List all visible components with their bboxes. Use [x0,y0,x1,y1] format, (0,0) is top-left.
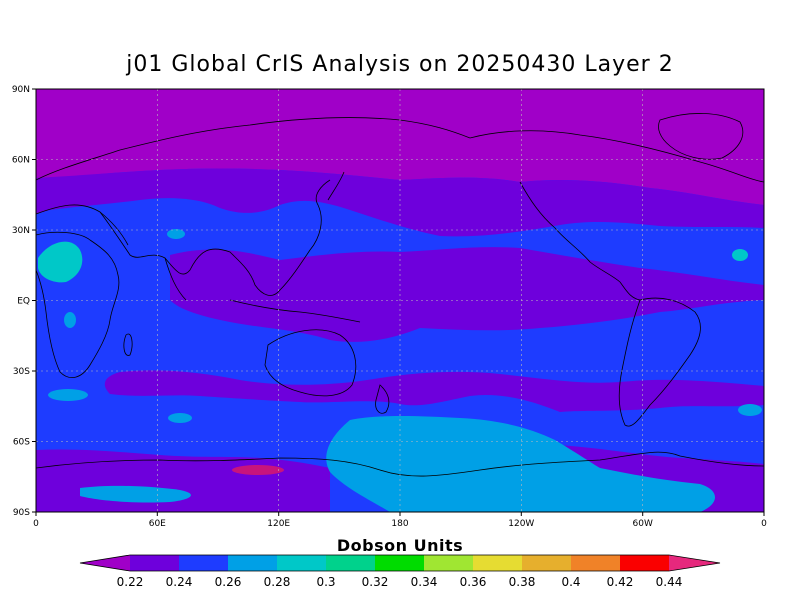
colorbar-label: 0.36 [460,575,487,589]
colorbar-label: 0.38 [509,575,536,589]
y-tick-label: 90N [12,85,30,95]
field-teal-africa [38,241,83,283]
x-tick-label: 180 [391,519,408,529]
x-tick-label: 120E [267,519,290,529]
y-axis-labels: 90N 60N 30N EQ 30S 60S 90S [12,85,30,518]
gridlines [36,89,764,512]
x-axis-labels: 0 60E 120E 180 120W 60W 0 [33,519,767,529]
y-tick-label: 90S [13,508,30,518]
field-lightblue-small [80,485,191,503]
field-tropics-violet [170,247,764,342]
field-north-violet [36,168,764,237]
y-tick-label: 30N [12,226,30,236]
colorbar-segment [277,555,326,571]
colorbar-segment [130,555,179,571]
colorbar-label: 0.4 [561,575,580,589]
colorbar-segment [571,555,620,571]
field-magenta [232,465,284,475]
colorbar-label: 0.22 [117,575,144,589]
x-tick-label: 60E [149,519,166,529]
colorbar-segment [522,555,571,571]
field-lightblue-s-atl [48,389,88,401]
x-tick-label: 0 [33,519,39,529]
chart-title: j01 Global CrIS Analysis on 20250430 Lay… [126,52,674,77]
colorbar-title: Dobson Units [336,536,464,555]
field-teal-east [732,249,748,261]
colorbar-segment [473,555,522,571]
y-tick-label: 30S [13,367,30,377]
colorbar-label: 0.32 [362,575,389,589]
colorbar-label: 0.44 [656,575,683,589]
y-tick-label: 60N [12,156,30,166]
colorbar-segment [620,555,669,571]
colorbar-low-arrow [80,555,130,571]
colorbar-label: 0.42 [607,575,634,589]
colorbar-label: 0.26 [215,575,242,589]
x-tick-label: 0 [761,519,767,529]
colorbar-label: 0.3 [316,575,335,589]
field-south-violet [104,370,764,412]
field-lightblue-s-ind [168,413,192,423]
tick-marks [32,88,765,516]
field-north-polar [36,89,764,205]
x-tick-label: 120W [508,519,534,529]
coastlines [36,113,764,477]
colorbar-segment [424,555,473,571]
colorbar-segment [179,555,228,571]
field-lightblue-sw [738,404,762,416]
colorbar-segment [326,555,375,571]
colorbar [79,554,721,572]
y-tick-label: 60S [13,438,30,448]
colorbar-high-arrow [669,555,720,571]
colorbar-label: 0.28 [264,575,291,589]
colorbar-segment [375,555,424,571]
field-teal-pacific [167,229,185,239]
field-antarctic-lightblue [326,416,715,512]
colorbar-label: 0.24 [166,575,193,589]
y-tick-label: EQ [17,297,30,307]
colorbar-label: 0.34 [411,575,438,589]
colorbar-labels: 0.22 0.24 0.26 0.28 0.3 0.32 0.34 0.36 0… [117,575,683,589]
field-lightblue-sa [64,312,76,328]
colorbar-segment [228,555,277,571]
x-tick-label: 60W [633,519,653,529]
